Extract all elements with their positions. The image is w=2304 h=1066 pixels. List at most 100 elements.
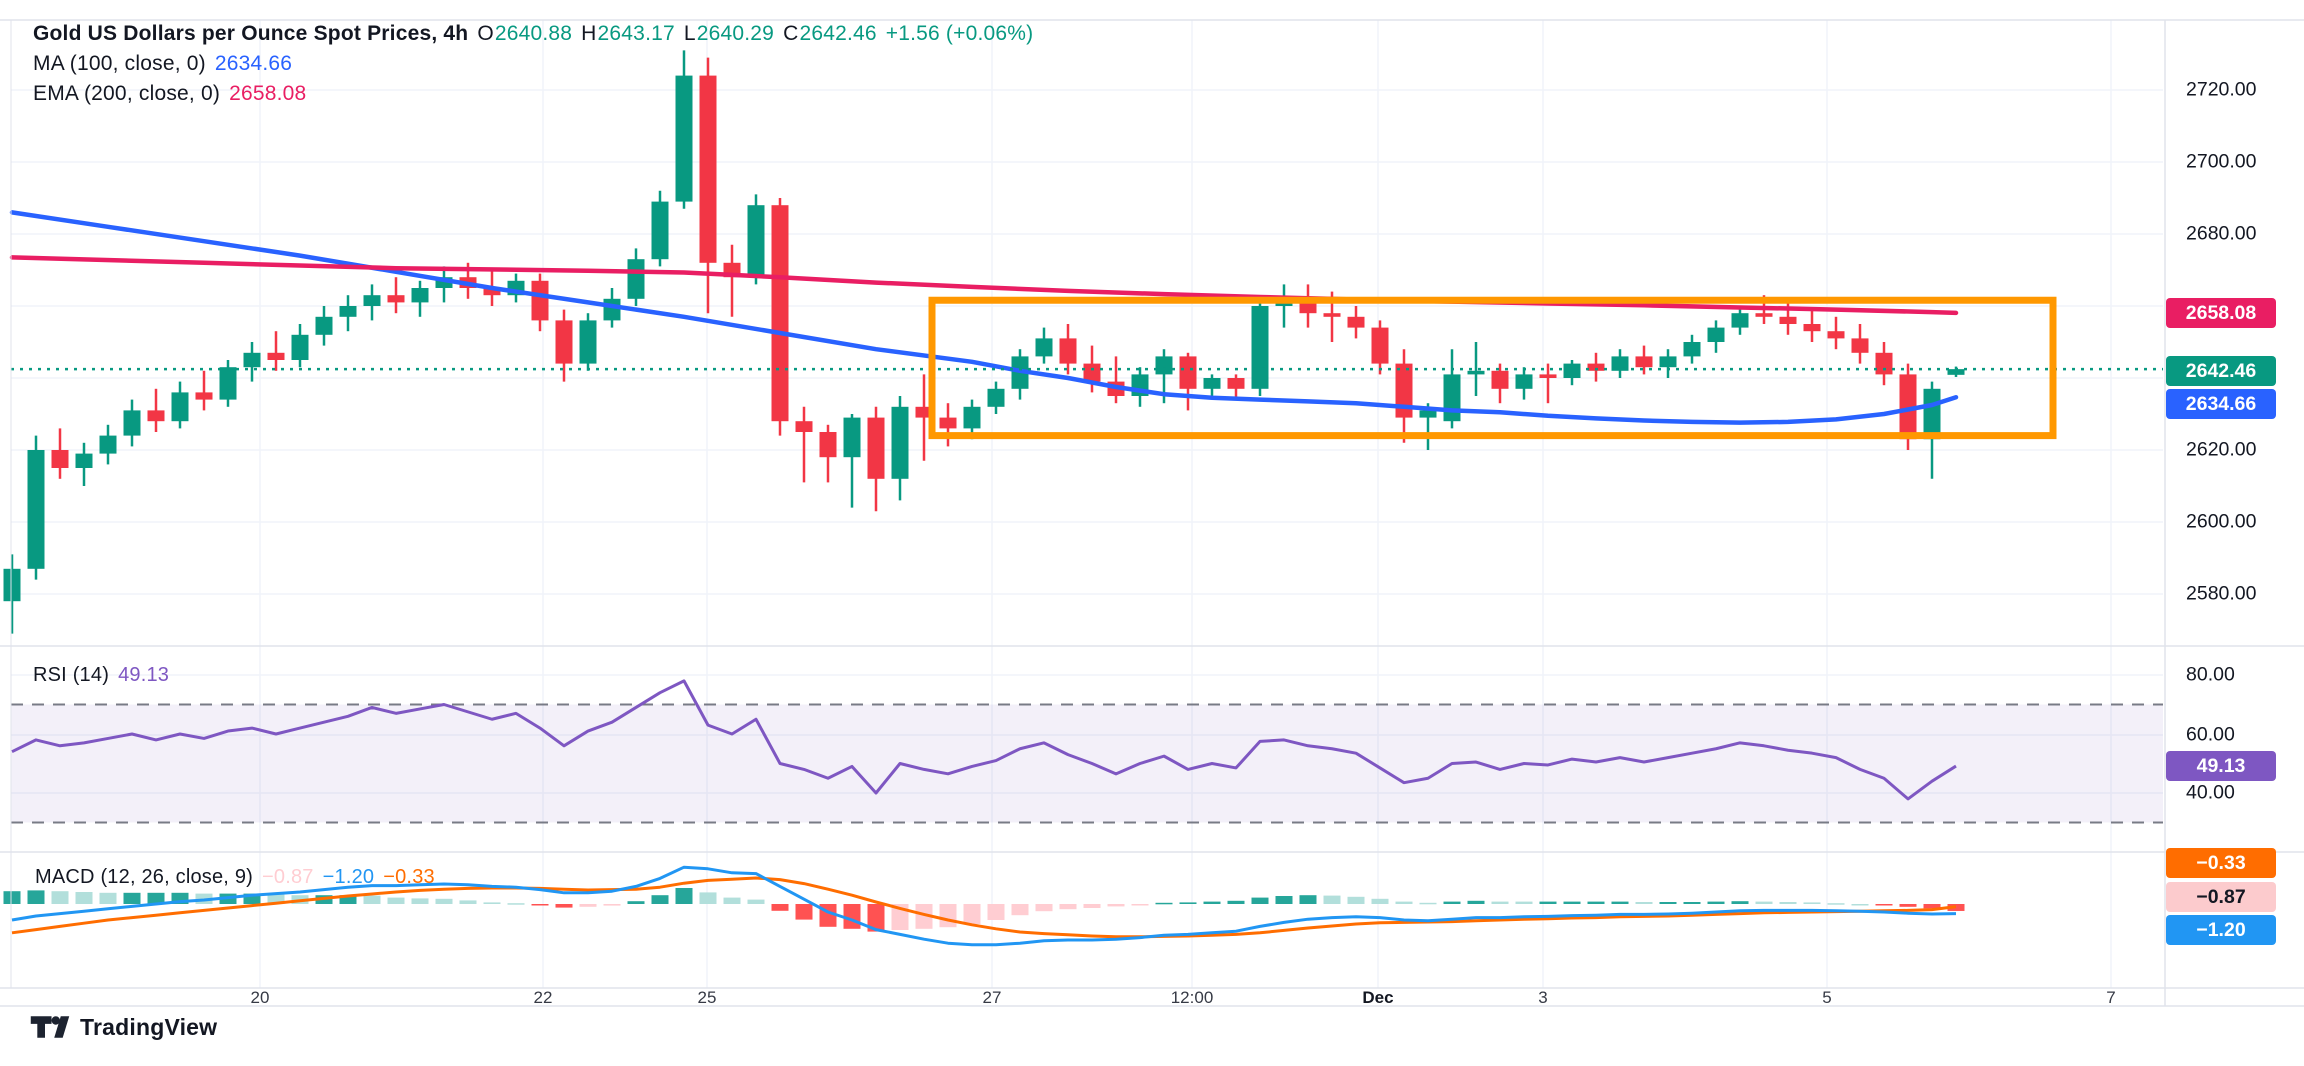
macd-hist-bar — [1083, 904, 1101, 908]
price-axis-label: 2680.00 — [2186, 222, 2257, 245]
time-axis-label: 3 — [1538, 988, 1548, 1007]
macd-hist-bar — [531, 904, 549, 906]
candle-up — [987, 388, 1005, 407]
ema200-line[interactable] — [9, 255, 1959, 316]
macd-hist-bar — [1611, 901, 1629, 904]
macd-signal-line[interactable] — [11, 876, 1957, 939]
macd-hist-bar — [243, 893, 261, 904]
macd-hist-bar — [1707, 901, 1725, 904]
candles[interactable] — [3, 50, 1965, 634]
macd-hist-bar — [1803, 902, 1821, 904]
ma100-line[interactable] — [9, 210, 1959, 425]
macd-hist-bar — [1059, 904, 1077, 910]
grid-lines — [11, 20, 2163, 988]
macd-signal-badge: −0.33 — [2166, 848, 2276, 878]
candle-up — [171, 392, 189, 422]
candle-up — [1947, 369, 1965, 375]
macd-hist-bar — [387, 897, 405, 904]
macd-hist-bar — [1035, 904, 1053, 912]
macd-hist-bar — [723, 897, 741, 904]
macd-hist-bar — [267, 894, 285, 904]
candle-up — [291, 334, 309, 360]
time-axis-label: 25 — [697, 988, 717, 1007]
ohlc-close: C 2642.46 — [783, 22, 877, 45]
time-axis-label: 27 — [982, 988, 1002, 1007]
candle-up — [435, 277, 453, 288]
candle-up — [3, 568, 21, 602]
macd-hist-bar — [1923, 904, 1941, 909]
macd-hist-bar — [1683, 902, 1701, 904]
macd-hist-bar — [123, 892, 141, 904]
ema-value: 2658.08 — [229, 82, 307, 105]
macd-hist-bar — [1467, 900, 1485, 904]
macd-hist-bar — [1179, 902, 1197, 904]
macd-hist-bar — [747, 899, 765, 904]
time-axis-label: 22 — [533, 988, 553, 1007]
ma-legend-row[interactable]: MA (100, close, 0) 2634.66 — [33, 52, 292, 76]
price-axis-label: 2700.00 — [2186, 150, 2257, 173]
candle-down — [867, 417, 885, 479]
candle-up — [603, 298, 621, 321]
ohlc-open: O 2640.88 — [477, 22, 573, 45]
candle-down — [1395, 363, 1413, 418]
candle-down — [555, 320, 573, 364]
consolidation-box-annotation[interactable] — [928, 296, 2057, 440]
candle-up — [1683, 342, 1701, 357]
candle-down — [387, 295, 405, 303]
macd-label: MACD (12, 26, close, 9) — [35, 866, 254, 888]
macd-hist-bar — [1251, 897, 1269, 904]
macd-hist-bar — [363, 895, 381, 904]
candle-up — [1467, 370, 1485, 375]
candle-down — [1899, 374, 1917, 440]
tradingview-logo[interactable]: TradingView — [30, 1012, 217, 1042]
candle-down — [147, 410, 165, 422]
ohlc-low: L 2640.29 — [683, 22, 775, 45]
candle-up — [1731, 313, 1749, 328]
candle-down — [1059, 338, 1077, 364]
candle-up — [363, 295, 381, 306]
ema-value-badge: 2658.08 — [2166, 298, 2276, 328]
candle-up — [1275, 302, 1293, 306]
last-price-badge: 2642.46 — [2166, 356, 2276, 386]
candle-down — [1323, 313, 1341, 317]
macd-hist-bar — [3, 891, 21, 904]
macd-legend-row[interactable]: MACD (12, 26, close, 9) −0.87 −1.20 −0.3… — [35, 866, 435, 889]
macd-hist-bar — [1155, 902, 1173, 905]
candle-down — [915, 406, 933, 418]
candle-up — [675, 75, 693, 202]
candle-up — [1515, 374, 1533, 389]
macd-hist-value: −0.87 — [262, 866, 314, 888]
macd-hist-bar — [1299, 895, 1317, 904]
time-axis-label: Dec — [1362, 988, 1394, 1007]
candle-up — [1563, 363, 1581, 378]
candle-up — [339, 306, 357, 317]
macd-hist-badge: −0.87 — [2166, 882, 2276, 912]
macd-line-badge: −1.20 — [2166, 915, 2276, 945]
macd-hist-bar — [1419, 902, 1437, 905]
candle-up — [1659, 356, 1677, 368]
low-value: 2640.29 — [696, 22, 775, 45]
macd-hist-bar — [27, 890, 45, 904]
rsi-axis-label: 60.00 — [2186, 723, 2235, 746]
candle-down — [1827, 331, 1845, 339]
macd-hist-bar — [1635, 902, 1653, 904]
candle-down — [771, 205, 789, 422]
macd-hist-bar — [1203, 901, 1221, 904]
macd-hist-bar — [1131, 904, 1149, 906]
macd-hist-bar — [1659, 902, 1677, 904]
macd-hist-bar — [1563, 901, 1581, 904]
rsi-legend-row[interactable]: RSI (14) 49.13 — [33, 664, 169, 687]
price-axis-label: 2600.00 — [2186, 510, 2257, 533]
symbol-title: Gold US Dollars per Ounce Spot Prices, 4… — [33, 22, 469, 45]
macd-hist-bar — [555, 904, 573, 908]
macd-hist-bar — [483, 902, 501, 904]
macd-line[interactable] — [11, 865, 1957, 947]
rsi-line[interactable] — [11, 679, 1957, 801]
ema-legend-row[interactable]: EMA (200, close, 0) 2658.08 — [33, 82, 306, 106]
main-legend-row[interactable]: Gold US Dollars per Ounce Spot Prices, 4… — [33, 22, 1033, 46]
candle-down — [1587, 363, 1605, 371]
macd-hist-bar — [171, 892, 189, 904]
candle-down — [939, 417, 957, 429]
